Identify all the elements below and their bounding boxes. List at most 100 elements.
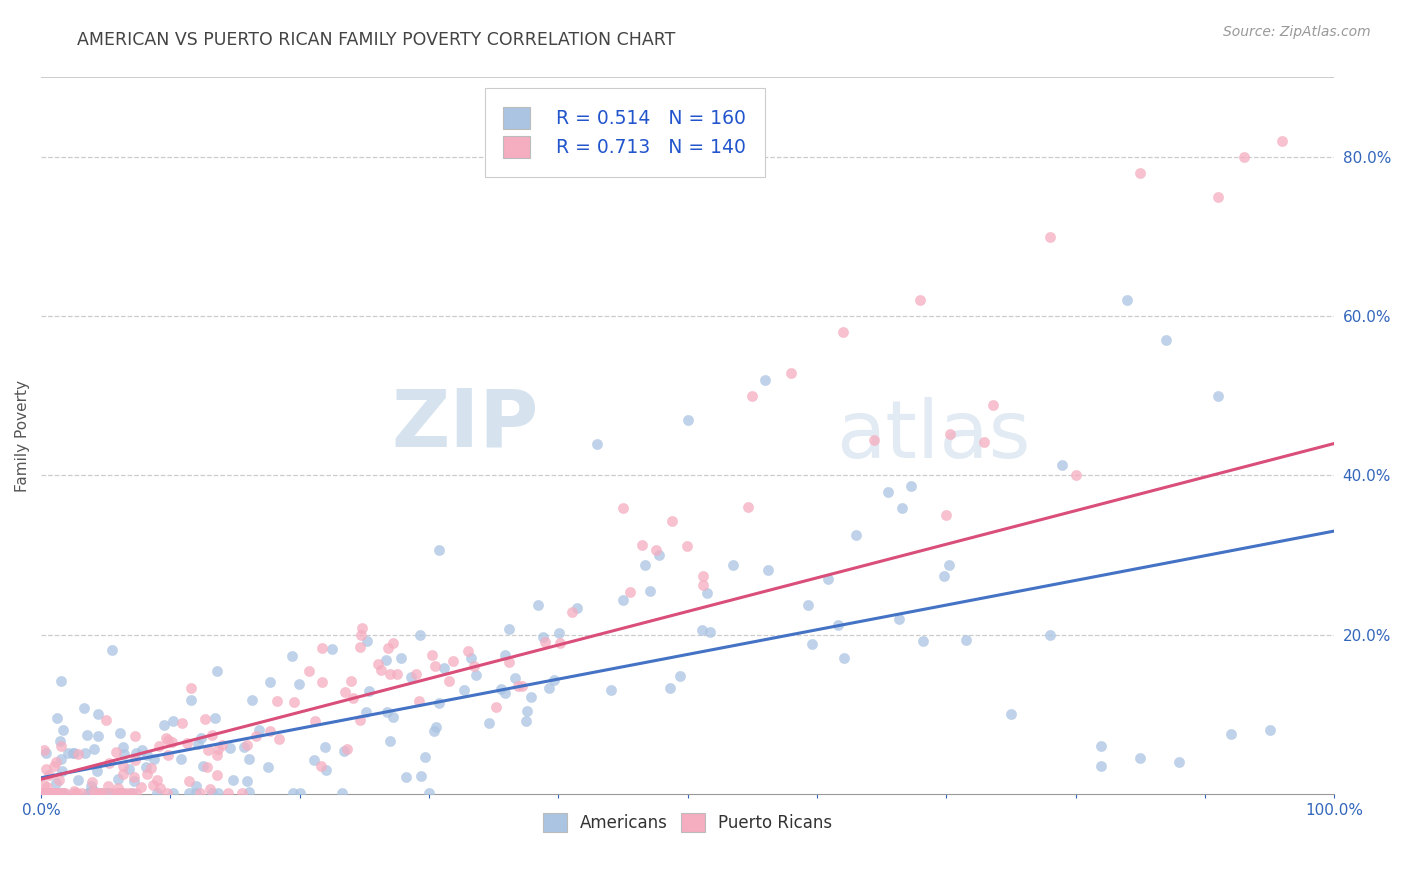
Point [548,626,571,640]
Point [121,786,143,800]
Point [658,681,681,695]
Point [311,640,333,655]
Point [367,657,389,671]
Point [668,668,690,682]
Point [34,786,56,800]
Point [39,786,62,800]
Point [197,743,219,757]
Point [49,739,72,753]
Point [66,786,89,800]
Point [508,680,530,694]
Point [180,693,202,707]
Point [31,786,53,800]
Point [845,527,868,541]
Point [82,783,104,797]
Point [115,786,138,800]
Point [135,760,157,774]
Point [1258,723,1281,737]
Point [62,784,84,798]
Point [1206,190,1229,204]
Point [1154,333,1177,347]
Point [1206,389,1229,403]
Point [232,739,254,754]
Point [48,772,70,787]
Point [122,773,145,788]
Point [231,786,253,800]
Point [63,786,86,800]
Point [330,786,353,800]
Point [44,786,66,800]
Point [756,563,779,577]
Point [1129,166,1152,180]
Point [463,659,485,673]
Point [349,713,371,727]
Point [374,653,396,667]
Point [737,500,759,514]
Point [910,293,932,308]
Point [222,772,245,787]
Point [112,747,135,761]
Point [184,786,207,800]
Point [973,434,995,449]
Point [633,558,655,572]
Point [31,786,53,800]
Point [619,585,641,599]
Point [699,624,721,639]
Point [645,543,668,558]
Point [42,759,65,773]
Point [877,485,900,500]
Point [281,786,304,800]
Point [357,683,380,698]
Point [131,743,153,757]
Point [204,711,226,725]
Point [66,773,89,788]
Point [676,412,699,426]
Point [112,759,135,773]
Point [45,775,67,789]
Point [981,398,1004,412]
Point [82,784,104,798]
Point [600,683,623,698]
Point [1064,468,1087,483]
Point [46,711,69,725]
Point [108,786,131,800]
Point [512,679,534,693]
Point [304,714,326,729]
Point [35,762,58,776]
Point [245,729,267,743]
Point [1039,627,1062,641]
Point [90,786,112,800]
Point [354,705,377,719]
Point [754,373,776,387]
Point [170,716,193,731]
Point [219,741,242,756]
Point [32,786,55,800]
Point [79,786,101,800]
Point [162,734,184,748]
Point [912,634,935,648]
Point [176,736,198,750]
Point [94,713,117,727]
Point [83,741,105,756]
Point [238,784,260,798]
Point [380,734,402,748]
Point [1233,150,1256,164]
Point [342,690,364,705]
Point [34,786,56,800]
Point [156,786,179,800]
Point [90,786,112,800]
Point [441,654,464,668]
Point [86,729,108,743]
Legend: Americans, Puerto Ricans: Americans, Puerto Ricans [537,806,838,839]
Point [179,681,201,695]
Point [73,700,96,714]
Point [356,634,378,648]
Point [494,648,516,662]
Point [107,772,129,786]
Point [586,436,609,450]
Point [370,663,392,677]
Text: AMERICAN VS PUERTO RICAN FAMILY POVERTY CORRELATION CHART: AMERICAN VS PUERTO RICAN FAMILY POVERTY … [77,31,676,49]
Point [377,640,399,655]
Point [56,746,79,760]
Point [32,743,55,757]
